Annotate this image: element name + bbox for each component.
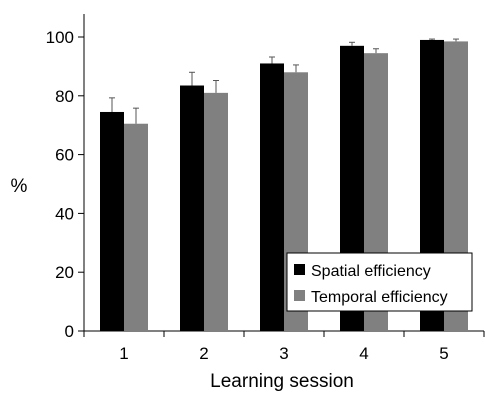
x-tick-label: 2 — [199, 344, 208, 363]
x-axis: 1 2 3 4 5 — [83, 330, 485, 363]
y-tick-label: 80 — [55, 87, 74, 106]
x-tick-label: 5 — [439, 344, 448, 363]
legend-swatch-spatial — [294, 264, 305, 275]
legend-label-spatial: Spatial efficiency — [311, 263, 431, 280]
legend-swatch-temporal — [294, 290, 305, 301]
bar-spatial — [180, 85, 204, 331]
y-tick-label: 40 — [55, 204, 74, 223]
y-axis: 0 20 40 60 80 100 — [46, 14, 85, 341]
bar-temporal — [204, 92, 228, 331]
bar-spatial — [100, 111, 124, 331]
x-axis-title: Learning session — [210, 371, 354, 392]
bar-temporal — [124, 123, 148, 331]
y-tick-label: 60 — [55, 146, 74, 165]
y-axis-title: % — [11, 176, 28, 197]
x-tick-label: 4 — [359, 344, 368, 363]
y-tick-label: 100 — [46, 28, 74, 47]
x-tick-label: 3 — [279, 344, 288, 363]
y-tick-label: 20 — [55, 263, 74, 282]
legend: Spatial efficiency Temporal efficiency — [286, 252, 473, 312]
legend-box — [286, 252, 473, 312]
bar-spatial — [260, 63, 284, 332]
legend-label-temporal: Temporal efficiency — [311, 289, 448, 306]
error-bars — [109, 38, 459, 124]
x-tick-label: 1 — [119, 344, 128, 363]
y-tick-label: 0 — [65, 322, 74, 341]
